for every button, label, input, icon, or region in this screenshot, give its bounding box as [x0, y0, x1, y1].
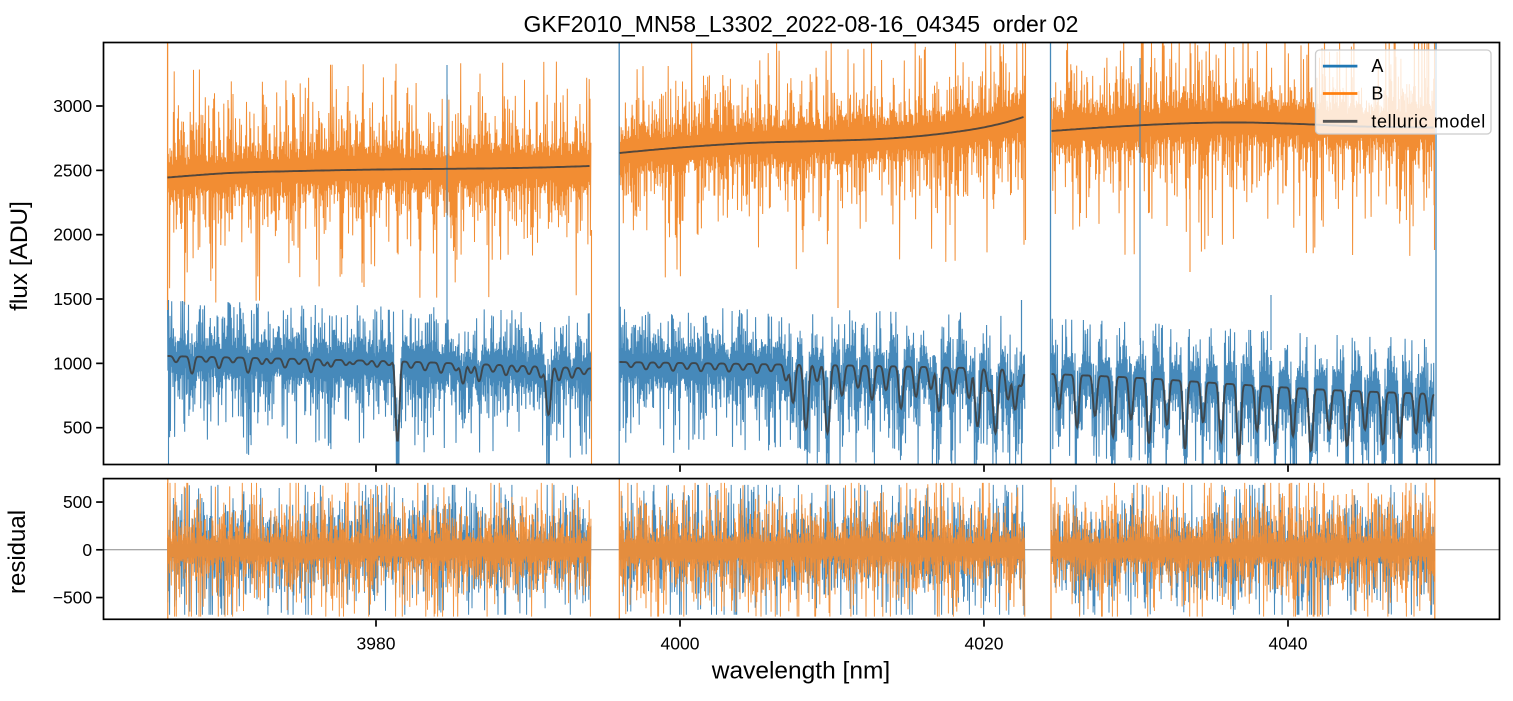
svg-text:4020: 4020	[965, 634, 1004, 654]
svg-text:1000: 1000	[53, 353, 92, 373]
svg-text:telluric model: telluric model	[1371, 111, 1485, 131]
svg-text:500: 500	[63, 492, 92, 512]
svg-text:4040: 4040	[1269, 634, 1308, 654]
svg-text:wavelength [nm]: wavelength [nm]	[711, 658, 890, 685]
svg-text:3000: 3000	[53, 96, 92, 116]
svg-text:B: B	[1371, 84, 1384, 104]
svg-text:GKF2010_MN58_L3302_2022-08-16_: GKF2010_MN58_L3302_2022-08-16_04345 orde…	[524, 11, 1079, 37]
svg-text:flux [ADU]: flux [ADU]	[6, 201, 33, 311]
svg-text:residual: residual	[4, 510, 31, 594]
svg-text:2500: 2500	[53, 160, 92, 180]
svg-text:4000: 4000	[661, 634, 700, 654]
svg-text:0: 0	[82, 540, 92, 560]
svg-text:2000: 2000	[53, 225, 92, 245]
svg-text:500: 500	[63, 418, 92, 438]
svg-text:A: A	[1371, 56, 1384, 76]
svg-text:1500: 1500	[53, 289, 92, 309]
svg-text:−500: −500	[53, 588, 93, 608]
svg-text:3980: 3980	[357, 634, 396, 654]
